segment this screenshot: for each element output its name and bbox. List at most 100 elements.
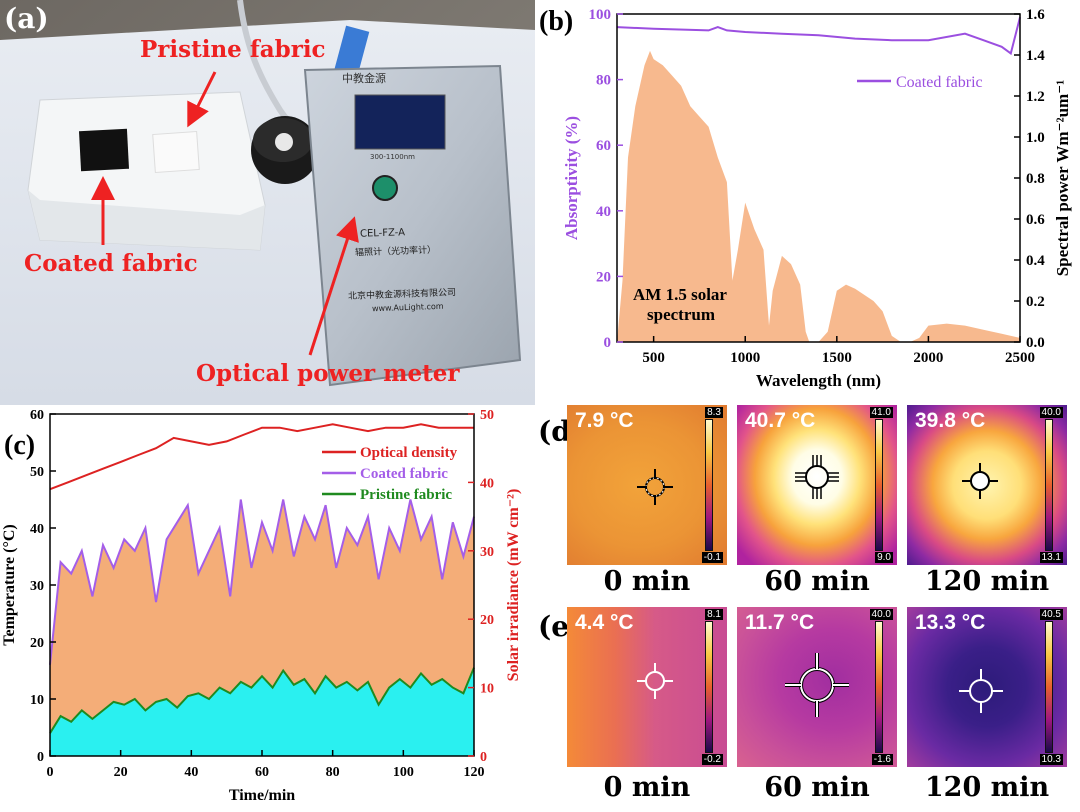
x-tick-label: 1500 xyxy=(822,350,852,366)
y-tick-label: 20 xyxy=(596,269,611,285)
y-axis-title: Absorptivity (%) xyxy=(562,116,581,240)
y-tick-label: 0 xyxy=(37,750,44,765)
chart-b: 500 1000 1500 2000 2500 0 20 40 60 80 100 0.0 0.2 0.4… xyxy=(535,0,1080,410)
crosshair-icon xyxy=(795,455,839,499)
colorbar xyxy=(1045,419,1053,551)
usb-plug xyxy=(334,25,370,77)
colorbar xyxy=(875,621,883,753)
y-tick-label: 40 xyxy=(30,522,44,537)
time-label-d-0: 0 min xyxy=(603,566,691,597)
y2-tick-label: 0.8 xyxy=(1026,171,1045,187)
meter-display xyxy=(354,94,446,150)
panel-label-b: (b) xyxy=(539,6,573,37)
solar-spectrum-area xyxy=(617,50,1020,343)
crosshair-icon xyxy=(637,663,673,699)
pristine-fabric-area xyxy=(50,667,474,756)
x-tick-label: 60 xyxy=(255,765,269,780)
x-tick-label: 0 xyxy=(47,765,54,780)
y2-tick-label: 1.2 xyxy=(1026,89,1045,105)
colorbar-max: 40.5 xyxy=(1039,609,1063,620)
x-axis-title: Time/min xyxy=(229,787,295,804)
series-line-0 xyxy=(616,17,1021,56)
y-tick-label: 60 xyxy=(30,410,44,423)
crosshair-icon xyxy=(962,463,998,499)
legend-coated-fabric: Coated fabric xyxy=(896,74,983,91)
x-tick-label: 1000 xyxy=(730,350,760,366)
x-tick-label: 80 xyxy=(326,765,340,780)
thermal-e-0min: 4.4 °C 8.1 -0.2 xyxy=(567,607,727,767)
time-label-e-60: 60 min xyxy=(764,772,870,803)
chart-c: 0 20 40 60 80 100 120010203040506001020304050T… xyxy=(0,410,540,812)
device-range: 300-1100nm xyxy=(370,153,415,161)
coated-fabric-sample xyxy=(78,128,130,172)
y2-axis-title: Spectral power Wm⁻²um⁻¹ xyxy=(1053,80,1072,277)
time-label-e-120: 120 min xyxy=(924,772,1050,803)
colorbar-min: 13.1 xyxy=(1039,552,1063,563)
thermal-temp: 39.8 °C xyxy=(915,409,986,432)
colorbar xyxy=(1045,621,1053,753)
colorbar-max: 40.0 xyxy=(1039,407,1063,418)
annotation-am15-line1: AM 1.5 solar xyxy=(633,285,727,304)
crosshair-icon xyxy=(637,469,673,505)
colorbar-max: 8.3 xyxy=(705,407,723,418)
y2-tick-label: 0.6 xyxy=(1026,212,1045,228)
y-tick-label: 20 xyxy=(30,636,44,651)
panel-label-a: (a) xyxy=(4,2,49,35)
time-label-d-120: 120 min xyxy=(924,566,1050,597)
x-tick-label: 2500 xyxy=(1005,350,1035,366)
y2-tick-label: 20 xyxy=(480,613,494,628)
y2-tick-label: 0.2 xyxy=(1026,294,1045,310)
photo-illustration xyxy=(0,0,535,405)
y-tick-label: 50 xyxy=(30,465,44,480)
legend-label: Coated fabric xyxy=(360,466,448,482)
legend-label: Pristine fabric xyxy=(360,487,452,503)
y-axis-title: Temperature (°C) xyxy=(1,524,18,645)
arrow-pristine xyxy=(187,71,217,128)
x-tick-label: 100 xyxy=(393,765,414,780)
legend-label: Optical density xyxy=(360,445,458,461)
colorbar-min: -1.6 xyxy=(871,754,893,765)
y2-tick-label: 1.6 xyxy=(1026,7,1045,23)
arrow-meter xyxy=(308,216,359,356)
y2-axis-title: Solar irradiance (mW cm⁻²) xyxy=(505,489,522,682)
thermal-d-60min: 40.7 °C 41.0 9.0 xyxy=(737,405,897,565)
time-label-d-60: 60 min xyxy=(764,566,870,597)
x-tick-label: 20 xyxy=(114,765,128,780)
sensor-window xyxy=(275,133,293,151)
y2-tick-label: 50 xyxy=(480,410,494,423)
label-pristine-fabric: Pristine fabric xyxy=(140,36,326,63)
thermal-temp: 4.4 °C xyxy=(575,611,634,634)
y2-tick-label: 0 xyxy=(480,750,487,765)
crosshair-icon xyxy=(785,653,849,717)
meter-power-button xyxy=(372,175,398,201)
colorbar-min: 10.3 xyxy=(1039,754,1063,765)
photo-arrows xyxy=(91,71,359,356)
y-tick-label: 30 xyxy=(30,579,44,594)
x-tick-label: 2000 xyxy=(913,350,943,366)
thermal-d-0min: 7.9 °C 8.3 -0.1 xyxy=(567,405,727,565)
colorbar-min: 9.0 xyxy=(875,552,893,563)
x-axis-title: Wavelength (nm) xyxy=(756,371,881,390)
colorbar-min: -0.2 xyxy=(701,754,723,765)
label-optical-power-meter: Optical power meter xyxy=(196,360,460,387)
device-brand: 中教金源 xyxy=(342,72,386,85)
label-coated-fabric: Coated fabric xyxy=(24,250,198,277)
y-tick-label: 0 xyxy=(604,335,612,351)
y2-tick-label: 1.4 xyxy=(1026,48,1045,64)
y2-tick-label: 0.4 xyxy=(1026,253,1045,269)
time-label-e-0: 0 min xyxy=(603,772,691,803)
annotation-am15-line2: spectrum xyxy=(647,305,715,324)
thermal-temp: 11.7 °C xyxy=(745,611,815,634)
foam-side xyxy=(28,190,265,250)
pristine-fabric-sample xyxy=(152,130,200,174)
x-tick-label: 500 xyxy=(642,350,665,366)
y2-tick-label: 0.0 xyxy=(1026,335,1045,351)
y-tick-label: 100 xyxy=(589,7,612,23)
thermal-temp: 40.7 °C xyxy=(745,409,816,432)
x-tick-label: 40 xyxy=(184,765,198,780)
y-tick-label: 60 xyxy=(596,138,611,154)
colorbar-max: 41.0 xyxy=(869,407,893,418)
y-tick-label: 40 xyxy=(596,204,611,220)
panel-label-c: (c) xyxy=(4,430,35,461)
crosshair-icon xyxy=(959,669,1003,713)
